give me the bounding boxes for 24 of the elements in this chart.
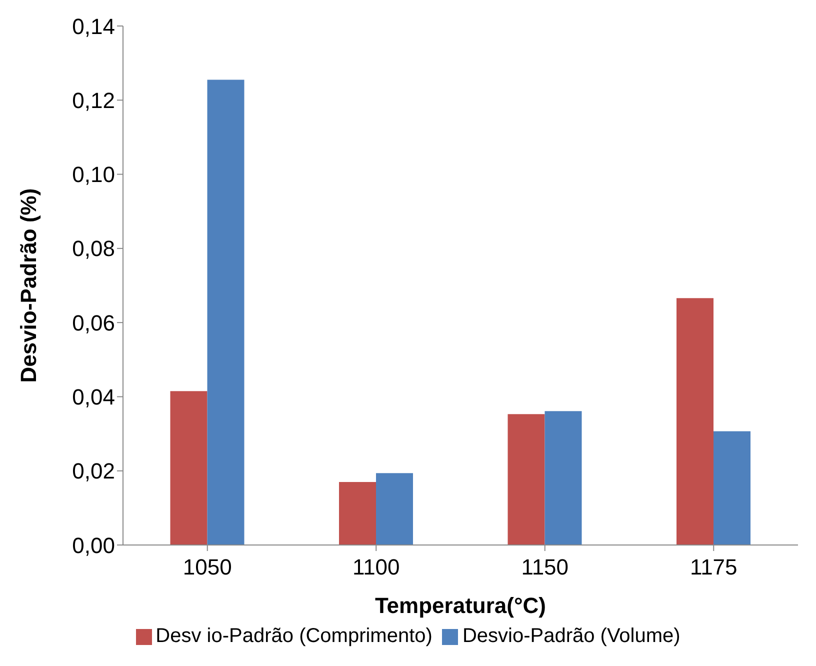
x-tick-label: 1050 xyxy=(182,554,232,580)
y-tick-label: 0,08 xyxy=(72,236,115,262)
bar xyxy=(508,414,545,545)
bar xyxy=(207,80,244,545)
y-tick-label: 0,14 xyxy=(72,14,115,39)
y-tick-label: 0,12 xyxy=(72,88,115,113)
bar xyxy=(714,431,750,545)
x-tick-label: 1100 xyxy=(352,554,400,580)
y-tick-label: 0,06 xyxy=(72,310,115,336)
y-tick-label: 0,04 xyxy=(72,384,115,410)
y-tick-label: 0,00 xyxy=(72,532,115,558)
bar xyxy=(170,391,208,545)
x-tick-label: 1150 xyxy=(521,554,569,580)
legend-label: Desvio-Padrão (Volume) xyxy=(462,625,680,647)
bar xyxy=(544,411,582,545)
legend-label: Desv io-Padrão (Comprimento) xyxy=(156,625,432,647)
bar xyxy=(376,473,413,545)
y-tick-label: 0,10 xyxy=(72,162,115,188)
x-tick-label: 1175 xyxy=(690,554,738,580)
x-axis-title: Temperatura(°C) xyxy=(375,593,546,618)
y-axis-title: Desvio-Padrão (%) xyxy=(16,188,41,383)
bar xyxy=(676,298,714,545)
bar xyxy=(339,482,376,545)
y-tick-label: 0,02 xyxy=(72,458,115,484)
